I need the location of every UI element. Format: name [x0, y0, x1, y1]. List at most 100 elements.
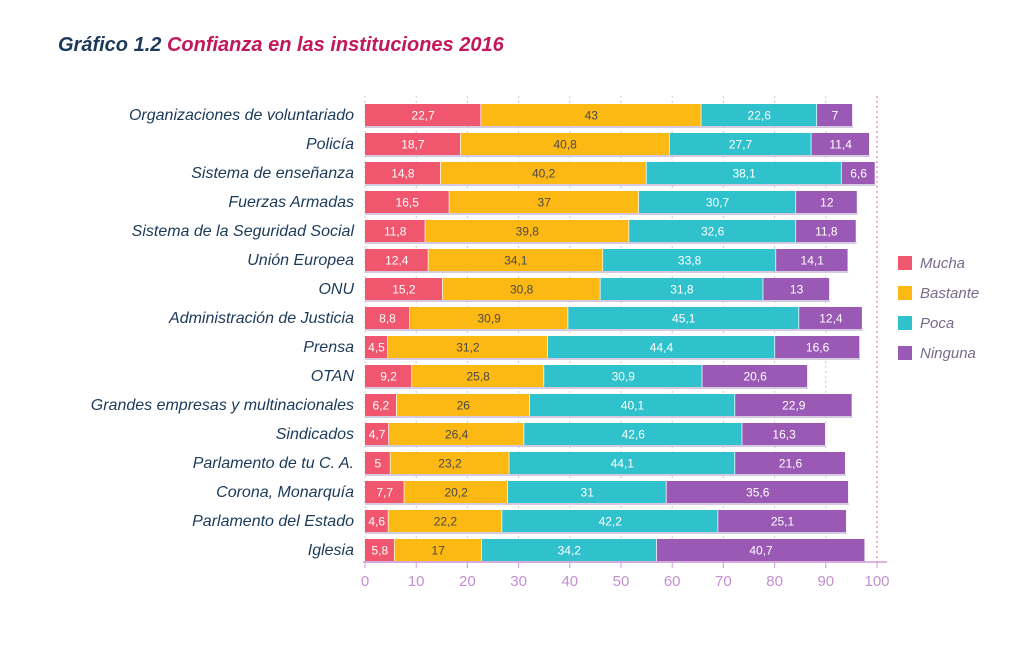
data-label: 22,7	[411, 109, 435, 123]
data-label: 20,2	[444, 486, 468, 500]
category-label: Prensa	[303, 339, 354, 356]
bar-row-10: Grandes empresas y multinacionales 6,2 26 4…	[91, 394, 854, 418]
data-label: 40,7	[749, 544, 773, 558]
data-label: 21,6	[779, 457, 803, 471]
bar-segment-bastante	[389, 423, 525, 445]
bar-segment-mucha	[365, 394, 397, 416]
bar-segment-bastante	[396, 394, 530, 416]
data-label: 9,2	[380, 370, 397, 384]
data-label: 40,8	[554, 138, 578, 152]
data-label: 31	[581, 486, 595, 500]
data-label: 4,7	[369, 428, 386, 442]
bar-segment-poca	[507, 481, 667, 503]
data-label: 4,6	[368, 515, 385, 529]
category-label: Policía	[306, 136, 354, 153]
legend-label: Poca	[920, 315, 954, 332]
chart-title-text: Confianza en las instituciones 2016	[166, 34, 504, 56]
data-label: 34,1	[504, 254, 528, 268]
data-label: 30,8	[510, 283, 534, 297]
bar-segment-mucha	[365, 510, 389, 532]
bar-segment-ninguna	[702, 365, 808, 387]
bar-segment-poca	[646, 162, 842, 184]
category-label: Grandes empresas y multinacionales	[91, 397, 354, 414]
bar-segment-poca	[509, 452, 736, 474]
bar-segment-poca	[544, 365, 703, 387]
x-tick-label: 50	[613, 573, 630, 590]
bar-segment-mucha	[365, 365, 413, 387]
bar-segment-mucha	[365, 249, 429, 271]
bar-segment-bastante	[390, 452, 510, 474]
bar-segment-ninguna	[796, 191, 858, 213]
bar-segment-bastante	[412, 365, 545, 387]
legend: Mucha Bastante Poca Ninguna	[898, 255, 979, 362]
data-label: 38,1	[732, 167, 756, 181]
data-label: 6,2	[373, 399, 390, 413]
data-label: 26,4	[445, 428, 469, 442]
data-label: 5	[374, 457, 381, 471]
x-tick-label: 70	[715, 573, 732, 590]
bar-segment-poca	[529, 394, 736, 416]
bar-segment-poca	[502, 510, 719, 532]
data-label: 42,6	[622, 428, 646, 442]
bar-row-5: Unión Europea 12,4 34,1 33,8 14,1	[247, 249, 850, 273]
category-label: Administración de Justicia	[168, 310, 354, 327]
data-label: 45,1	[672, 312, 696, 326]
bar-segment-ninguna	[742, 423, 826, 445]
data-label: 25,1	[771, 515, 795, 529]
bar-segment-mucha	[365, 133, 461, 155]
bar-segment-bastante	[428, 249, 604, 271]
bar-segment-ninguna	[811, 133, 870, 155]
data-label: 20,6	[743, 370, 767, 384]
bar-segment-poca	[638, 191, 797, 213]
data-label: 40,2	[532, 167, 556, 181]
x-axis: 0 10 20 30 40 50 60 70 80 90 100	[361, 561, 890, 590]
x-tick-label: 40	[561, 573, 578, 590]
data-label: 22,9	[782, 399, 806, 413]
data-label: 35,6	[746, 486, 770, 500]
data-label: 25,8	[466, 370, 490, 384]
data-label: 8,8	[379, 312, 396, 326]
data-label: 16,5	[396, 196, 420, 210]
category-label: Fuerzas Armadas	[228, 194, 354, 211]
data-label: 13	[790, 283, 804, 297]
bar-row-3: Fuerzas Armadas 16,5 37 30,7 12	[228, 191, 859, 215]
data-label: 30,9	[612, 370, 636, 384]
bar-segment-poca	[481, 539, 657, 561]
x-tick-label: 100	[864, 573, 889, 590]
bar-segment-bastante	[425, 220, 630, 242]
bar-segment-bastante	[440, 162, 647, 184]
legend-label: Bastante	[920, 285, 979, 302]
data-label: 7	[832, 109, 839, 123]
bar-segment-ninguna	[666, 481, 849, 503]
bar-row-8: Prensa 4,5 31,2 44,4 16,6	[303, 336, 861, 360]
data-label: 18,7	[401, 138, 425, 152]
bar-row-6: ONU 15,2 30,8 31,8 13	[318, 278, 831, 302]
legend-swatch-ninguna	[898, 346, 912, 360]
category-label: ONU	[318, 281, 354, 298]
bar-segment-poca	[524, 423, 743, 445]
x-tick-label: 0	[361, 573, 369, 590]
data-label: 33,8	[678, 254, 702, 268]
bar-segment-mucha	[365, 452, 391, 474]
bar-segment-poca	[629, 220, 797, 242]
bar-segment-mucha	[365, 481, 405, 503]
data-label: 44,1	[611, 457, 635, 471]
bar-segment-bastante	[442, 278, 601, 300]
data-label: 22,6	[748, 109, 772, 123]
bar-segment-poca	[600, 278, 764, 300]
data-label: 17	[432, 544, 446, 558]
data-label: 44,4	[650, 341, 674, 355]
chart-title: Gráfico 1.2 Confianza en las institucion…	[58, 34, 504, 57]
bar-segment-ninguna	[817, 104, 853, 126]
data-label: 6,6	[850, 167, 867, 181]
chart-title-number: Gráfico 1.2	[58, 34, 162, 56]
category-label: Unión Europea	[247, 252, 354, 269]
bar-segment-poca	[669, 133, 812, 155]
data-label: 16,6	[806, 341, 830, 355]
category-label: Iglesia	[308, 542, 354, 559]
category-label: Organizaciones de voluntariado	[129, 107, 354, 124]
bar-segment-ninguna	[656, 539, 866, 561]
data-label: 40,1	[621, 399, 645, 413]
data-label: 30,7	[706, 196, 730, 210]
